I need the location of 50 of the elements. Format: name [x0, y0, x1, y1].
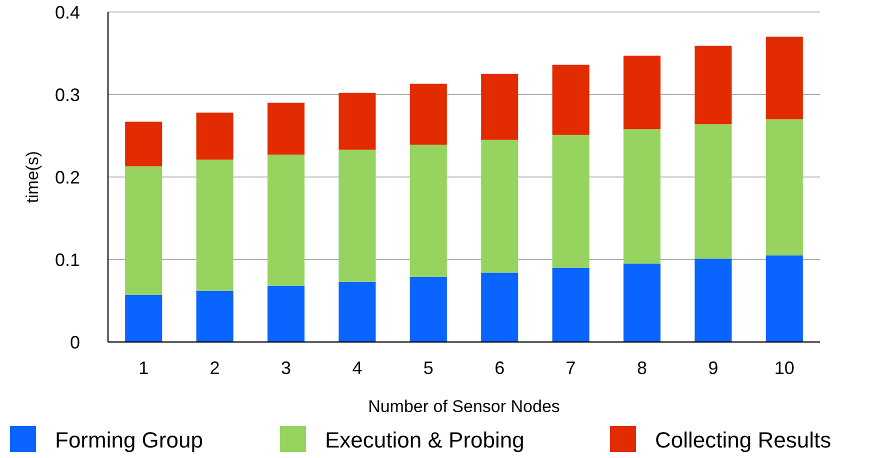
bar: [410, 144, 447, 277]
bar: [552, 64, 590, 135]
bar: [338, 282, 376, 342]
bar: [694, 258, 732, 342]
bar: [481, 272, 518, 342]
bar: [410, 84, 447, 145]
bar: [694, 46, 732, 124]
bar: [623, 129, 661, 264]
x-tick-label: 2: [210, 358, 220, 378]
y-tick-label: 0.4: [54, 2, 80, 22]
bar: [196, 160, 234, 291]
y-tick-label: 0.2: [54, 167, 80, 188]
x-tick-label: 10: [774, 358, 794, 378]
bar: [125, 294, 162, 342]
bar: [196, 290, 234, 342]
bar: [267, 286, 305, 342]
bar: [410, 276, 447, 342]
x-tick-label: 3: [280, 358, 292, 378]
bar: [694, 124, 732, 259]
bar: [623, 264, 661, 342]
bar: [481, 140, 518, 273]
bar: [267, 154, 305, 286]
bar: [766, 255, 803, 342]
x-tick-label: 7: [566, 358, 576, 378]
bar: [766, 36, 803, 120]
y-tick-label: 0: [70, 332, 80, 352]
x-tick-label: 4: [352, 358, 362, 378]
x-tick-label: 1: [138, 358, 149, 378]
bar: [267, 102, 305, 155]
x-tick-label: 9: [708, 358, 718, 378]
bar: [766, 119, 803, 256]
bar: [552, 134, 590, 268]
x-tick-label: 6: [494, 358, 505, 378]
y-axis-title: time(s): [23, 151, 42, 203]
bar: [552, 268, 590, 342]
x-tick-label: 8: [636, 358, 648, 378]
legend-label: Forming Group: [55, 428, 203, 453]
bar: [481, 74, 518, 140]
bar: [338, 150, 376, 282]
bar: [196, 112, 234, 160]
y-tick-label: 0.3: [54, 84, 80, 105]
legend-label: Execution & Probing: [325, 428, 524, 453]
x-tick-label: 5: [423, 358, 434, 378]
bar: [125, 166, 162, 295]
bar: [125, 122, 162, 166]
bar: [338, 92, 376, 150]
y-tick-label: 0.1: [54, 250, 80, 270]
x-axis-title: Number of Sensor Nodes: [368, 397, 560, 416]
bar: [623, 56, 661, 130]
legend-label: Collecting Results: [655, 428, 832, 453]
